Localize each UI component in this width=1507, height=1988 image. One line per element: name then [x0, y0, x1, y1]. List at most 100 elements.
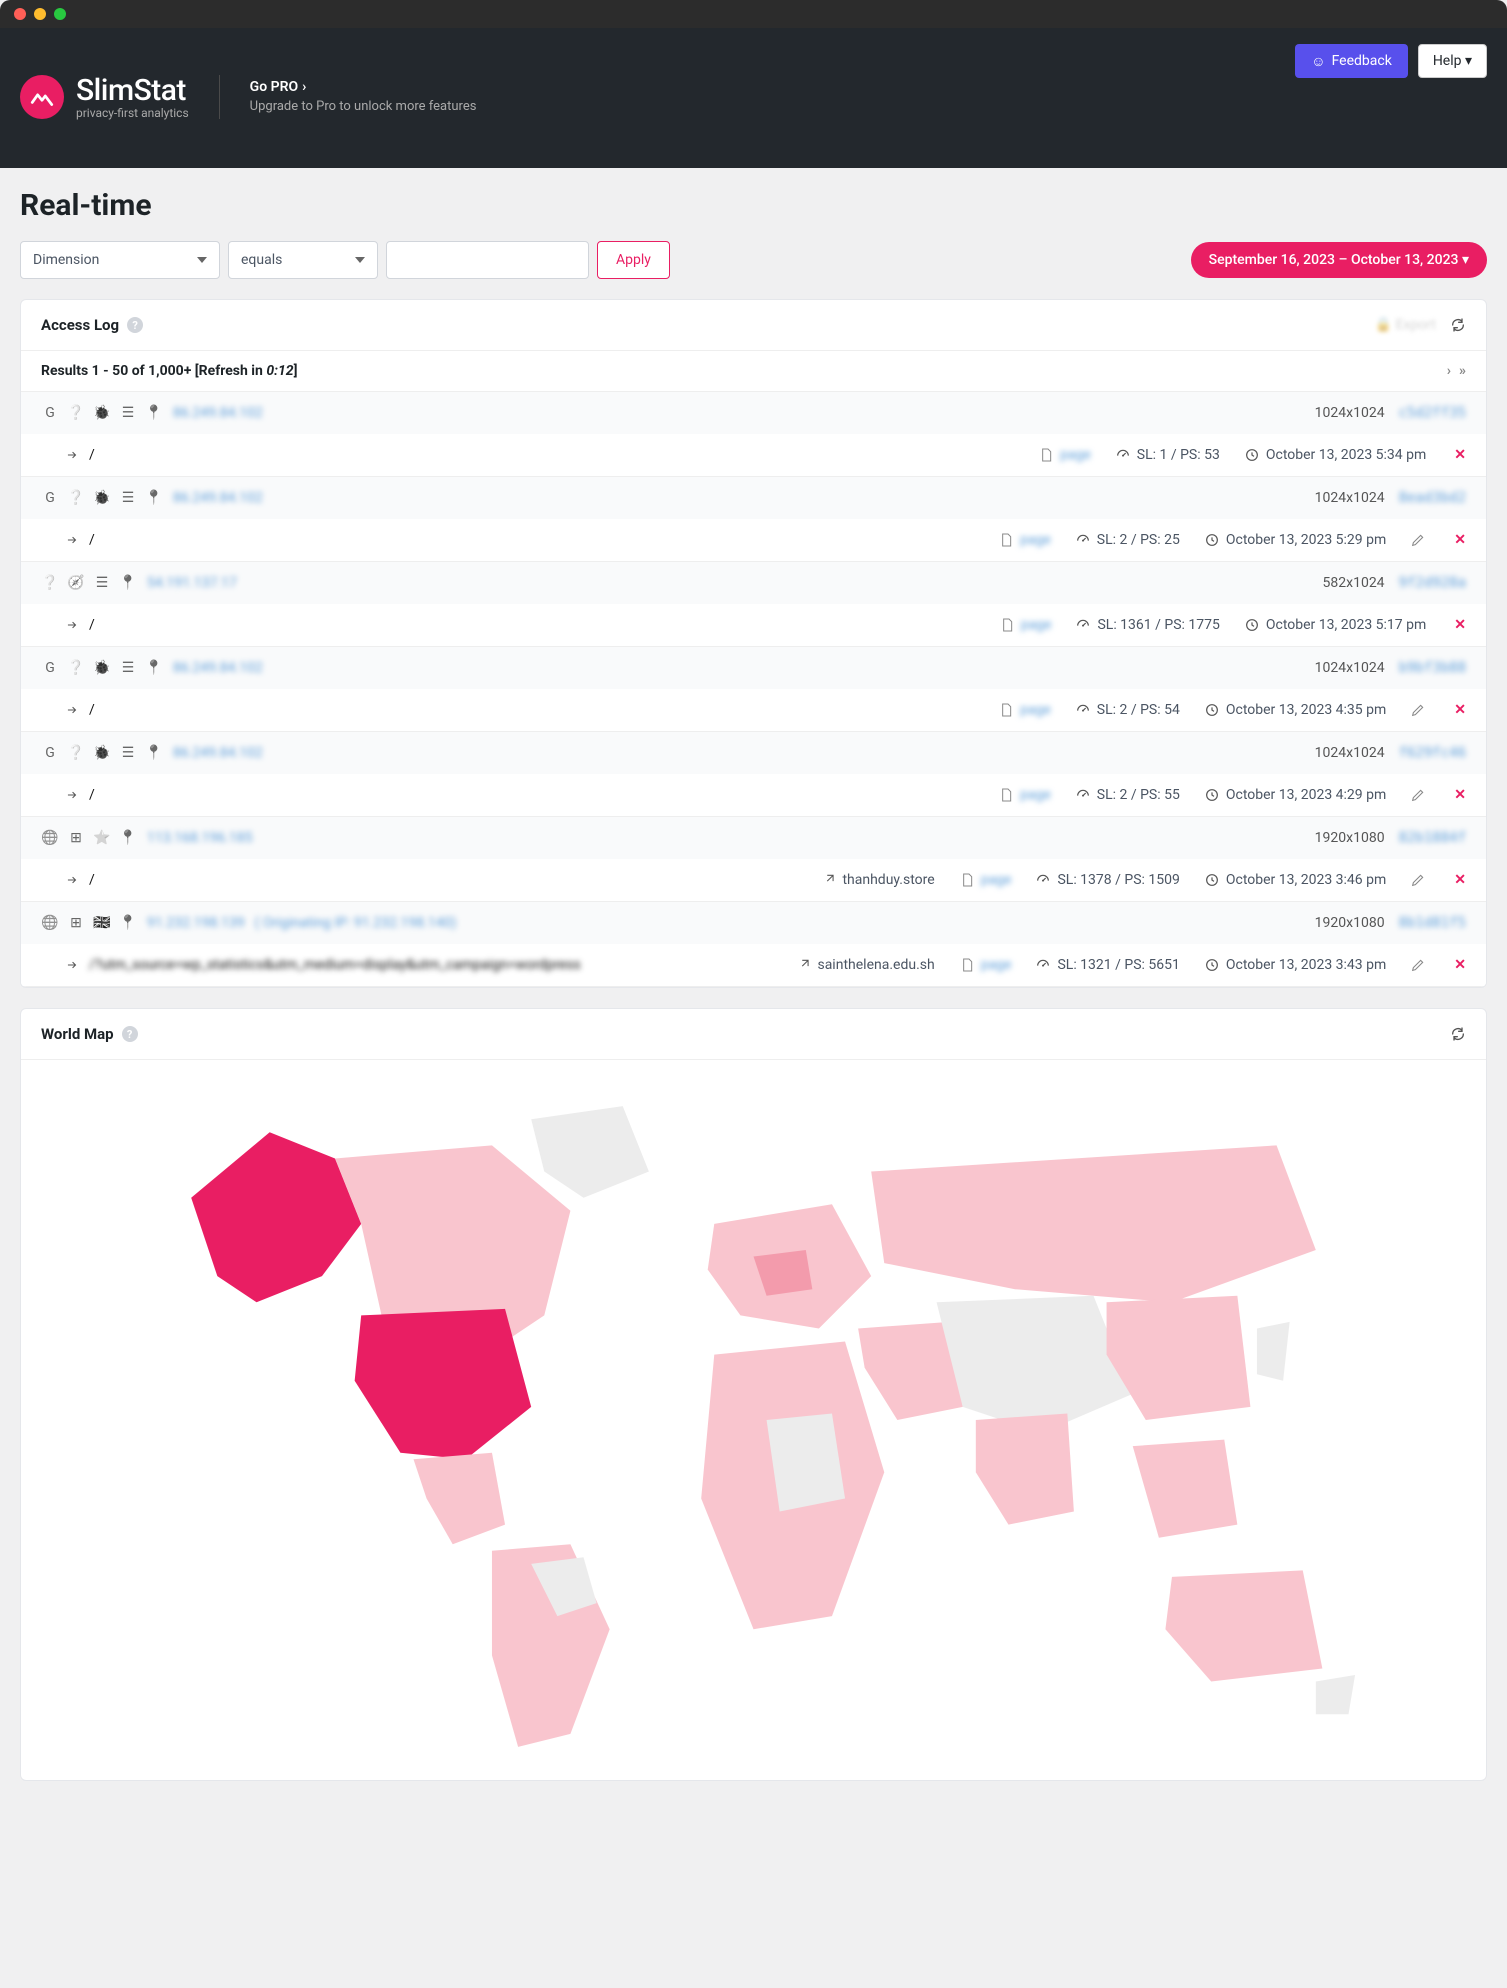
page-type: page — [959, 957, 1012, 973]
page-path[interactable]: / — [89, 787, 95, 803]
edit-icon[interactable] — [1410, 532, 1426, 548]
logo-icon — [20, 75, 64, 119]
region-japan[interactable] — [1257, 1322, 1290, 1381]
apply-button[interactable]: Apply — [597, 241, 670, 279]
timestamp: October 13, 2023 5:29 pm — [1204, 532, 1386, 548]
region-russia[interactable] — [871, 1145, 1316, 1302]
dimension-select[interactable]: Dimension — [20, 241, 220, 279]
region-mexico[interactable] — [414, 1453, 506, 1545]
edit-icon[interactable] — [1410, 787, 1426, 803]
filter-value-input[interactable] — [386, 241, 589, 279]
region-nz[interactable] — [1316, 1675, 1355, 1714]
results-header: Results 1 - 50 of 1,000+ [Refresh in 0:1… — [21, 351, 1486, 392]
region-greenland[interactable] — [531, 1106, 649, 1198]
delete-icon[interactable]: ✕ — [1454, 957, 1466, 973]
visitor-hash[interactable]: 9f2d928a — [1399, 575, 1466, 591]
visitor-hash[interactable]: 8b1d81f5 — [1399, 915, 1466, 931]
resolution: 1024x1024 — [1315, 745, 1385, 761]
region-india[interactable] — [976, 1413, 1074, 1524]
region-australia[interactable] — [1165, 1570, 1322, 1681]
ip-address[interactable]: 54.191.137.17 — [147, 575, 237, 591]
edit-icon[interactable] — [1410, 702, 1426, 718]
operator-select[interactable]: equals — [228, 241, 378, 279]
visitor-hash[interactable]: 8ead3bd2 — [1399, 490, 1466, 506]
visitor-hash[interactable]: c5d2ff35 — [1399, 405, 1466, 421]
feedback-button[interactable]: ☺ Feedback — [1295, 44, 1408, 78]
region-alaska[interactable] — [191, 1132, 361, 1302]
region-usa[interactable] — [355, 1309, 532, 1459]
top-bar: ☺ Feedback Help ▾ SlimStat privacy-first… — [0, 28, 1507, 168]
delete-icon[interactable]: ✕ — [1454, 787, 1466, 803]
smile-icon: ☺ — [1311, 53, 1325, 70]
region-china[interactable] — [1107, 1296, 1251, 1420]
logo[interactable]: SlimStat privacy-first analytics — [20, 73, 189, 120]
timestamp: October 13, 2023 5:34 pm — [1244, 447, 1426, 463]
filter-row: Dimension equals Apply September 16, 202… — [20, 241, 1487, 279]
logo-title: SlimStat — [76, 73, 189, 108]
help-icon[interactable]: ? — [127, 317, 143, 333]
sl-ps: SL: 2 / PS: 25 — [1075, 532, 1180, 548]
logo-subtitle: privacy-first analytics — [76, 106, 189, 120]
refresh-icon[interactable] — [1450, 1026, 1466, 1042]
region-central-asia[interactable] — [937, 1296, 1133, 1433]
ip-address[interactable]: 91.232.198.139 — [147, 915, 245, 931]
visitor-hash[interactable]: 82b1884f — [1399, 830, 1466, 846]
help-button[interactable]: Help ▾ — [1418, 44, 1487, 78]
page-path[interactable]: /?utm_source=wp_statistics&utm_medium=di… — [89, 957, 581, 973]
timestamp: October 13, 2023 4:29 pm — [1204, 787, 1386, 803]
date-range-button[interactable]: September 16, 2023 – October 13, 2023 ▾ — [1191, 242, 1487, 278]
promo-subtitle: Upgrade to Pro to unlock more features — [250, 99, 477, 114]
edit-icon[interactable] — [1410, 872, 1426, 888]
visitor-hash[interactable]: b9bf3b88 — [1399, 660, 1466, 676]
delete-icon[interactable]: ✕ — [1454, 532, 1466, 548]
edit-icon[interactable] — [1410, 957, 1426, 973]
minimize-window-icon[interactable] — [34, 8, 46, 20]
timestamp: October 13, 2023 3:43 pm — [1204, 957, 1386, 973]
world-map-title: World Map — [41, 1025, 114, 1043]
page-type: page — [999, 617, 1052, 633]
page-path[interactable]: / — [89, 617, 95, 633]
resolution: 1920x1080 — [1315, 830, 1385, 846]
ip-address[interactable]: 86.249.84.102 — [173, 405, 263, 421]
maximize-window-icon[interactable] — [54, 8, 66, 20]
delete-icon[interactable]: ✕ — [1454, 617, 1466, 633]
log-row: 🌐⊞⭐📍113.168.196.1851920x108082b1884f/ th… — [21, 817, 1486, 902]
delete-icon[interactable]: ✕ — [1454, 702, 1466, 718]
export-button[interactable]: 🔒 Export — [1375, 317, 1436, 333]
mac-title-bar — [0, 0, 1507, 28]
region-se-asia[interactable] — [1133, 1440, 1238, 1538]
delete-icon[interactable]: ✕ — [1454, 447, 1466, 463]
refresh-icon[interactable] — [1450, 317, 1466, 333]
page-path[interactable]: / — [89, 872, 95, 888]
sl-ps: SL: 1321 / PS: 5651 — [1035, 957, 1179, 973]
ip-address[interactable]: 86.249.84.102 — [173, 490, 263, 506]
next-page-icon[interactable]: › — [1447, 363, 1451, 379]
ip-address[interactable]: 86.249.84.102 — [173, 745, 263, 761]
chevron-right-icon: › — [302, 79, 306, 95]
access-log-card: Access Log ? 🔒 Export Results 1 - 50 of … — [20, 299, 1487, 988]
page-path[interactable]: / — [89, 532, 95, 548]
sl-ps: SL: 2 / PS: 54 — [1075, 702, 1180, 718]
visitor-hash[interactable]: f629fc46 — [1399, 745, 1466, 761]
last-page-icon[interactable]: » — [1459, 363, 1466, 379]
close-window-icon[interactable] — [14, 8, 26, 20]
go-pro-promo[interactable]: Go PRO› Upgrade to Pro to unlock more fe… — [250, 79, 477, 114]
help-icon[interactable]: ? — [122, 1026, 138, 1042]
delete-icon[interactable]: ✕ — [1454, 872, 1466, 888]
page-path[interactable]: / — [89, 447, 95, 463]
page-path[interactable]: / — [89, 702, 95, 718]
page-type: page — [959, 872, 1012, 888]
ip-address[interactable]: 86.249.84.102 — [173, 660, 263, 676]
world-map-card: World Map ? — [20, 1008, 1487, 1781]
countdown: 0:12 — [266, 363, 293, 379]
timestamp: October 13, 2023 5:17 pm — [1244, 617, 1426, 633]
ip-address[interactable]: 113.168.196.185 — [147, 830, 253, 846]
referrer[interactable]: sainthelena.edu.sh — [797, 957, 934, 973]
referrer[interactable]: thanhduy.store — [822, 872, 934, 888]
timestamp: October 13, 2023 3:46 pm — [1204, 872, 1386, 888]
region-central-africa[interactable] — [767, 1413, 845, 1511]
page-type: page — [998, 702, 1051, 718]
world-map-svg[interactable] — [41, 1080, 1466, 1760]
page-title: Real-time — [20, 188, 1487, 223]
log-row: G❔🐞☰📍86.249.84.1021024x1024c5d2ff35/page… — [21, 392, 1486, 477]
